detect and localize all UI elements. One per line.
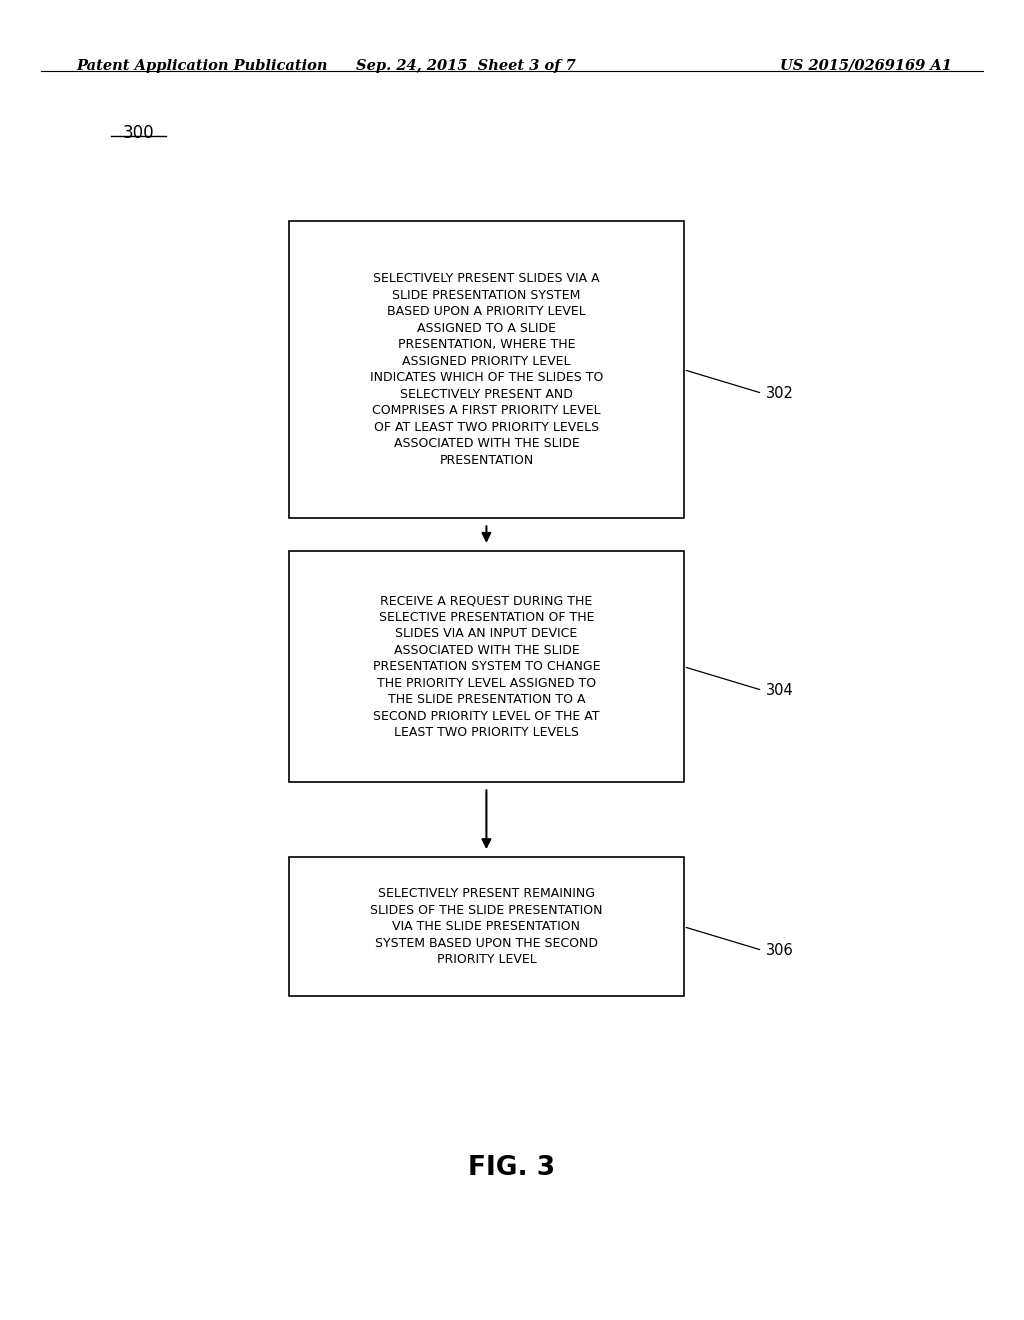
Text: US 2015/0269169 A1: US 2015/0269169 A1 <box>780 58 952 73</box>
Text: SELECTIVELY PRESENT SLIDES VIA A
SLIDE PRESENTATION SYSTEM
BASED UPON A PRIORITY: SELECTIVELY PRESENT SLIDES VIA A SLIDE P… <box>370 272 603 467</box>
Text: 302: 302 <box>765 385 794 401</box>
Text: Patent Application Publication: Patent Application Publication <box>77 58 329 73</box>
Bar <box>289 222 684 519</box>
Text: RECEIVE A REQUEST DURING THE
SELECTIVE PRESENTATION OF THE
SLIDES VIA AN INPUT D: RECEIVE A REQUEST DURING THE SELECTIVE P… <box>373 594 600 739</box>
Text: 300: 300 <box>123 124 154 143</box>
Text: 304: 304 <box>765 682 794 698</box>
Text: SELECTIVELY PRESENT REMAINING
SLIDES OF THE SLIDE PRESENTATION
VIA THE SLIDE PRE: SELECTIVELY PRESENT REMAINING SLIDES OF … <box>370 887 603 966</box>
Text: 306: 306 <box>765 942 794 958</box>
Text: FIG. 3: FIG. 3 <box>468 1155 556 1181</box>
Bar <box>289 552 684 781</box>
Bar <box>289 858 684 995</box>
Text: Sep. 24, 2015  Sheet 3 of 7: Sep. 24, 2015 Sheet 3 of 7 <box>356 58 575 73</box>
